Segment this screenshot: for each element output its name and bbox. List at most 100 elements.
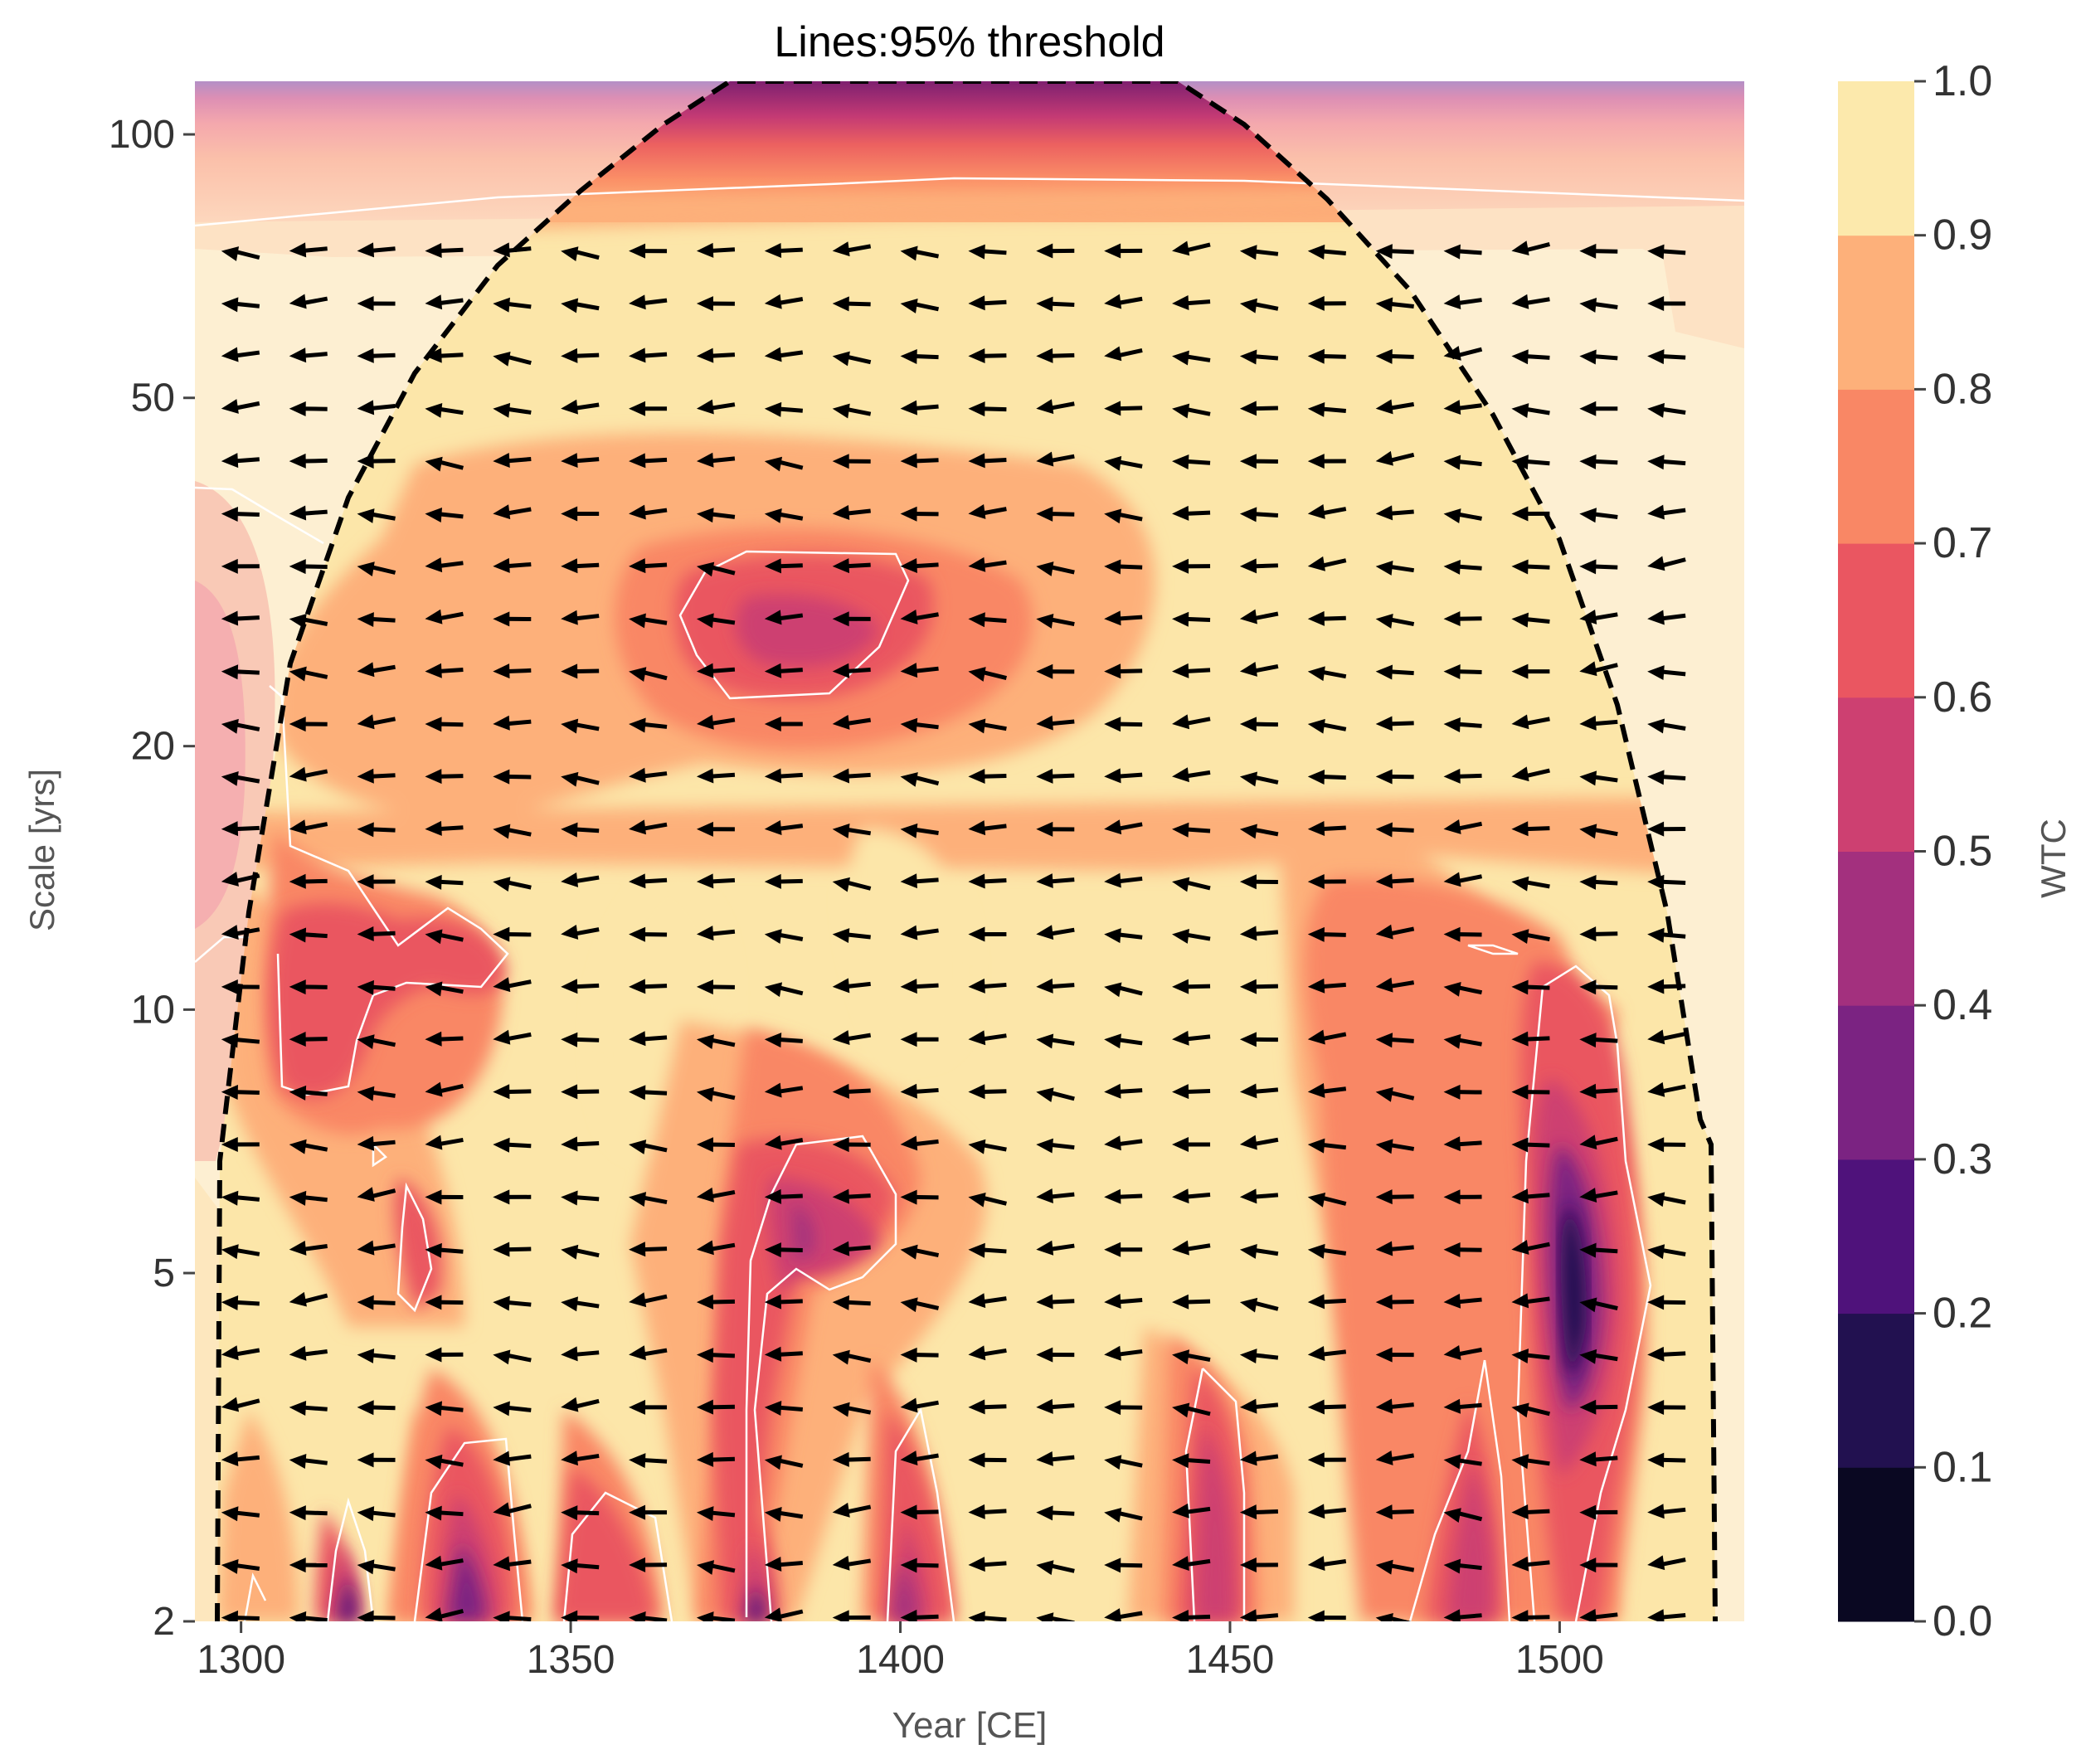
phase-arrow [1036, 1138, 1075, 1154]
phase-arrow [900, 609, 939, 624]
phase-arrow [1375, 1559, 1415, 1575]
phase-arrow [561, 298, 600, 313]
phase-arrow [221, 246, 260, 261]
phase-arrow [1307, 244, 1347, 260]
phase-arrow [1443, 1398, 1482, 1414]
phase-arrow [561, 347, 600, 363]
phase-arrow [1375, 1294, 1414, 1310]
phase-arrow [221, 821, 260, 837]
phase-arrow [289, 1291, 328, 1307]
colorbar-tick-label: 0.8 [1933, 365, 1992, 413]
phase-arrow [357, 1086, 396, 1101]
phase-arrow [832, 296, 871, 312]
phase-arrow [629, 819, 668, 835]
phase-arrow [1307, 295, 1346, 311]
phase-arrow [1511, 612, 1550, 628]
phase-arrow [1443, 768, 1482, 784]
phase-arrow [1104, 982, 1143, 998]
phase-arrow [629, 979, 668, 994]
phase-arrow [289, 347, 328, 363]
phase-arrow [696, 1240, 736, 1256]
phase-arrow [1239, 1349, 1279, 1364]
phase-arrow [764, 1082, 804, 1098]
significance-contours [195, 177, 1744, 1621]
phase-arrow [1172, 822, 1211, 838]
phase-arrow [1036, 614, 1075, 629]
phase-arrow [764, 558, 803, 574]
phase-arrow [493, 877, 532, 892]
phase-arrow [1239, 401, 1278, 416]
phase-arrow [1443, 1344, 1483, 1360]
phase-arrow [1443, 1033, 1482, 1049]
phase-arrow [221, 347, 260, 362]
phase-arrow [1036, 1347, 1075, 1363]
phase-arrow [221, 1506, 260, 1522]
phase-arrow [1307, 454, 1346, 469]
phase-arrow [1579, 926, 1618, 942]
phase-arrow [968, 1242, 1007, 1258]
phase-arrow [1579, 1504, 1618, 1520]
phase-arrow [1172, 294, 1211, 310]
phase-arrow [1239, 1083, 1279, 1099]
phase-arrow [1036, 873, 1075, 889]
phase-arrow [1239, 558, 1278, 574]
phase-arrow [357, 874, 396, 890]
phase-arrow [1443, 611, 1482, 627]
phase-arrow [764, 1455, 804, 1470]
phase-arrow [900, 663, 939, 678]
phase-arrow [1579, 979, 1618, 995]
phase-arrow [493, 557, 532, 573]
phase-arrow [357, 926, 396, 941]
phase-arrow [696, 1506, 736, 1522]
phase-arrow [1647, 349, 1686, 365]
phase-arrow [493, 977, 532, 993]
phase-arrow [1036, 715, 1075, 731]
phase-arrow [696, 979, 735, 995]
phase-arrow [1104, 1242, 1143, 1257]
phase-arrow [1511, 929, 1550, 945]
chart-title: Lines:95% threshold [774, 18, 1164, 66]
phase-arrows [221, 241, 1686, 1621]
phase-arrow [561, 872, 600, 887]
phase-arrow [1375, 1347, 1414, 1363]
phase-arrow [289, 242, 328, 258]
phase-arrow [1036, 978, 1075, 994]
phase-arrow [289, 1505, 328, 1521]
phase-arrow [1239, 1504, 1278, 1520]
phase-arrow [1172, 979, 1211, 994]
phase-arrow [1172, 1137, 1211, 1153]
phase-arrow [289, 505, 328, 521]
phase-arrow [561, 1397, 600, 1412]
phase-arrow [561, 453, 600, 469]
phase-arrow [1647, 610, 1686, 625]
colorbar-tick-label: 0.9 [1933, 211, 1992, 260]
phase-arrow [764, 982, 804, 998]
phase-arrow [1443, 400, 1482, 415]
phase-arrow [1375, 977, 1415, 993]
phase-arrow [900, 299, 940, 313]
phase-arrow [1579, 1135, 1618, 1149]
phase-arrow [832, 558, 871, 574]
phase-arrow [425, 929, 464, 945]
phase-arrow [1307, 1399, 1346, 1415]
phase-arrow [832, 351, 872, 367]
phase-arrow [900, 717, 939, 733]
phase-arrow [425, 507, 464, 522]
phase-arrow [1511, 876, 1550, 892]
phase-arrow [221, 506, 260, 522]
phase-arrow [289, 717, 328, 732]
phase-arrow [1647, 244, 1686, 260]
phase-arrow [1511, 714, 1550, 730]
phase-arrow [493, 926, 532, 942]
phase-arrow [1172, 1609, 1211, 1621]
phase-arrow [425, 1555, 464, 1571]
phase-arrow [1579, 874, 1618, 890]
phase-arrow [1443, 1242, 1482, 1258]
phase-arrow [629, 1611, 668, 1621]
phase-arrow [289, 1345, 328, 1361]
phase-arrow [357, 1034, 396, 1050]
phase-arrow [1239, 1032, 1278, 1047]
phase-arrow [1307, 978, 1346, 994]
phase-arrow [696, 1137, 735, 1153]
